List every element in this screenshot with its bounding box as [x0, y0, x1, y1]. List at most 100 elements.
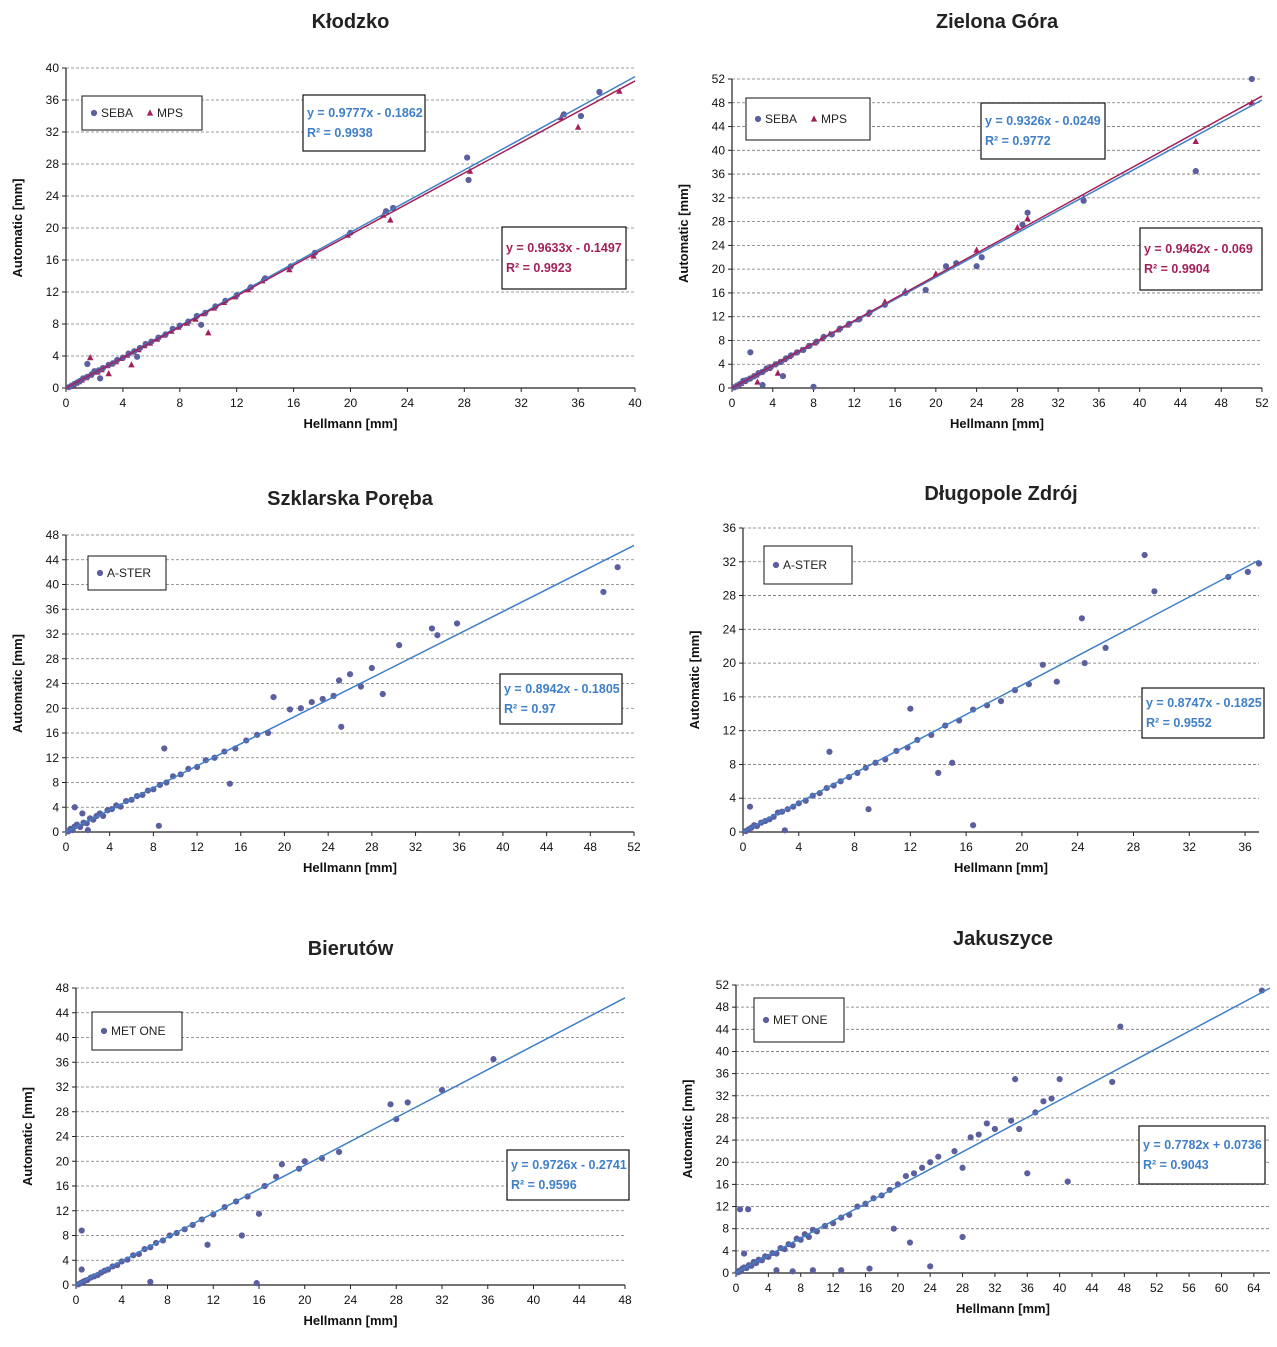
data-point-a-ster: [614, 564, 621, 571]
data-point-a-ster: [865, 806, 872, 813]
x-tick-label: 24: [924, 1281, 938, 1295]
data-point-met-one: [1117, 1023, 1124, 1030]
x-tick-label: 40: [496, 840, 510, 854]
data-point-seba: [577, 112, 585, 120]
data-point-seba: [922, 286, 929, 294]
data-point-seba: [464, 154, 471, 161]
data-point-seba: [779, 373, 787, 380]
data-point-seba: [1192, 168, 1199, 175]
y-tick-label: 4: [722, 1244, 729, 1258]
x-tick-label: 0: [729, 396, 736, 410]
x-tick-label: 0: [63, 396, 70, 410]
r-squared-label: R² = 0.97: [504, 702, 556, 716]
data-point-met-one: [253, 1280, 260, 1287]
data-point-a-ster: [935, 769, 942, 776]
chart-szklarska-poreba: Szklarska Poręba048121620242832364044480…: [10, 488, 641, 875]
x-tick-label: 20: [1015, 840, 1029, 854]
data-point-mps: [105, 370, 112, 377]
y-tick-label: 48: [56, 981, 70, 995]
x-tick-label: 24: [401, 396, 415, 410]
data-point-a-ster: [335, 677, 343, 684]
chart-klodzko: Kłodzko 0 4 8 12 16 20 24 28 32 36 40 0 4 8 12 16 20 24 28 3…: [10, 11, 642, 431]
data-point-a-ster: [997, 698, 1005, 705]
x-tick-label: 16: [234, 840, 248, 854]
data-point-met-one: [387, 1101, 394, 1108]
y-tick-label: 48: [716, 1000, 730, 1014]
data-point-met-one: [935, 1153, 942, 1160]
legend-label: MET ONE: [111, 1024, 165, 1038]
chart-title: Długopole Zdrój: [924, 483, 1077, 505]
x-tick-label: 24: [1071, 840, 1085, 854]
data-point-a-ster: [1141, 551, 1148, 559]
x-tick-label: 36: [1238, 840, 1252, 854]
y-tick-label: 48: [46, 528, 60, 542]
data-point-met-one: [983, 1120, 990, 1127]
y-tick-label: 40: [46, 578, 60, 592]
y-tick-label: 32: [716, 1089, 730, 1103]
data-point-seba: [747, 349, 754, 356]
y-tick-label: 8: [62, 1229, 69, 1243]
data-point-met-one: [906, 1239, 914, 1246]
x-tick-label: 40: [1133, 396, 1147, 410]
y-tick-label: 32: [56, 1080, 70, 1094]
y-tick-label: 12: [716, 1200, 730, 1214]
legend-marker: [100, 1027, 108, 1035]
y-tick-label: 20: [716, 1155, 730, 1169]
x-tick-label: 0: [63, 840, 70, 854]
y-tick-label: 12: [712, 310, 726, 324]
x-tick-label: 44: [573, 1293, 587, 1307]
r-squared-label: R² = 0.9043: [1143, 1158, 1209, 1172]
x-tick-label: 16: [252, 1293, 266, 1307]
y-axis-label: Automatic [mm]: [680, 1080, 695, 1179]
data-point-met-one: [910, 1170, 918, 1177]
y-tick-label: 12: [723, 724, 737, 738]
y-tick-label: 28: [723, 589, 737, 603]
data-point-met-one: [959, 1164, 966, 1171]
trendline-equation: y = 0.9777x - 0.1862: [307, 106, 423, 120]
data-point-met-one: [745, 1206, 752, 1213]
x-tick-label: 36: [571, 396, 585, 410]
data-point-a-ster: [1081, 660, 1088, 667]
trendline-a-ster: [65, 544, 635, 833]
data-point-mps: [616, 87, 623, 94]
equation-box: [506, 1149, 630, 1201]
y-tick-label: 8: [718, 333, 725, 347]
data-point-a-ster: [226, 780, 233, 787]
data-point-met-one: [975, 1131, 982, 1138]
x-tick-label: 40: [628, 396, 642, 410]
y-tick-label: 24: [723, 622, 737, 636]
trendline-equation: y = 0.8747x - 0.1825: [1146, 696, 1262, 710]
y-tick-label: 24: [46, 189, 60, 203]
equation-box: [1139, 227, 1263, 291]
y-tick-label: 0: [718, 381, 725, 395]
x-tick-label: 28: [365, 840, 379, 854]
y-tick-label: 28: [712, 215, 726, 229]
x-tick-label: 28: [1011, 396, 1025, 410]
r-squared-label: R² = 0.9596: [511, 1178, 577, 1192]
x-tick-label: 4: [120, 396, 127, 410]
data-point-met-one: [1109, 1078, 1116, 1086]
data-point-a-ster: [949, 759, 956, 766]
x-tick-label: 0: [733, 1281, 740, 1295]
data-point-met-one: [1007, 1117, 1015, 1124]
data-point-met-one: [335, 1148, 343, 1156]
trendline-equation: y = 0.8942x - 0.1805: [504, 682, 620, 696]
trendline-equation: y = 0.9726x - 0.2741: [511, 1158, 627, 1172]
y-tick-label: 24: [716, 1133, 730, 1147]
y-tick-label: 4: [729, 791, 736, 805]
data-point-met-one: [789, 1268, 796, 1275]
data-point-mps: [754, 378, 761, 385]
y-tick-label: 8: [722, 1222, 729, 1236]
data-point-a-ster: [1039, 661, 1046, 668]
data-point-a-ster: [155, 822, 162, 829]
data-point-a-ster: [600, 588, 607, 596]
y-tick-label: 0: [729, 825, 736, 839]
data-point-met-one: [1048, 1095, 1055, 1102]
data-point-seba: [942, 263, 950, 270]
y-tick-label: 20: [723, 656, 737, 670]
x-tick-label: 0: [73, 1293, 80, 1307]
data-point-seba: [973, 263, 980, 270]
legend-marker: [772, 561, 780, 569]
data-point-mps: [128, 361, 135, 368]
